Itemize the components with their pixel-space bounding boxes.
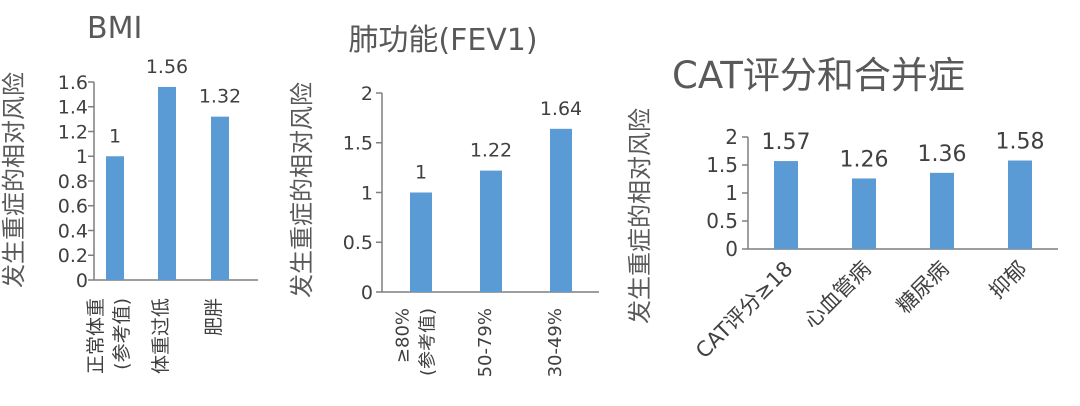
y-tick-label: 1.6 [58, 72, 88, 94]
y-tick-label: 1.5 [706, 153, 738, 177]
y-tick-label: 1.4 [58, 97, 88, 119]
x-tick-label: 正常体重 [85, 298, 107, 374]
y-axis-label: 发生重症的相对风险 [288, 82, 316, 298]
y-tick-label: 0.8 [58, 171, 88, 193]
data-label: 1.58 [996, 130, 1045, 155]
data-label: 1.64 [540, 98, 582, 120]
x-tick-label: 30-49% [545, 308, 566, 377]
x-tick-label: 体重过低 [150, 298, 172, 374]
x-tick-label: (参考值) [111, 298, 133, 370]
y-tick-label: 1 [725, 181, 738, 205]
data-label: 1.22 [470, 140, 512, 162]
bar [550, 128, 572, 292]
y-axis-label: 发生重症的相对风险 [0, 72, 28, 288]
x-tick-label: 50-79% [475, 308, 496, 377]
y-tick-label: 0.4 [58, 220, 88, 242]
bar [774, 161, 798, 249]
x-tick-label: 抑郁 [985, 257, 1032, 304]
y-tick-label: 0 [725, 237, 738, 261]
chart-panel-1: BMI 发生重症的相对风险 0 0.2 0.40.6 0.8 1 1.21.4 1.6 1 正常体重… [0, 11, 258, 374]
bar [1008, 160, 1032, 249]
y-tick-label: 0 [361, 282, 373, 304]
y-tick-label: 0.5 [343, 232, 373, 254]
x-tick-label: CAT评分≥18 [691, 257, 797, 363]
data-label: 1.26 [840, 147, 889, 172]
y-tick-label: 1.2 [58, 121, 88, 143]
y-tick-label: 0 [76, 270, 88, 292]
bar [480, 170, 502, 292]
bar [410, 192, 432, 292]
y-tick-label: 0.5 [706, 209, 738, 233]
y-tick-label: 1.5 [343, 133, 373, 155]
y-tick-label: 1 [76, 146, 88, 168]
x-tick-label: (参考值) [418, 308, 439, 376]
bar [852, 178, 876, 249]
data-label: 1.36 [918, 142, 967, 167]
y-tick-label: 0.6 [58, 196, 88, 218]
data-label: 1.57 [762, 130, 811, 155]
y-tick-label: 2 [361, 83, 373, 105]
x-tick-label: ≥80% [393, 308, 414, 363]
data-label: 1.56 [146, 56, 188, 78]
bar [211, 116, 229, 281]
chart-title: BMI [87, 11, 142, 46]
bar [158, 86, 176, 280]
chart-panel-2: 肺功能(FEV1) 发生重症的相对风险 0 0.5 1 1.5 2 1 ≥80% (参考值) 1.2… [288, 23, 599, 377]
y-tick-label: 0.2 [58, 245, 88, 267]
data-label: 1 [415, 162, 427, 184]
y-tick-label: 1 [361, 182, 373, 204]
y-axis-label: 发生重症的相对风险 [626, 108, 654, 324]
x-tick-label: 心血管病 [799, 257, 875, 333]
x-tick-label: 糖尿病 [892, 257, 954, 319]
data-label: 1.32 [199, 86, 241, 108]
bar [930, 172, 954, 249]
data-label: 1 [109, 125, 121, 147]
bar [106, 156, 124, 280]
chart-title: 肺功能(FEV1) [348, 23, 537, 58]
chart-title: CAT评分和合并症 [672, 54, 965, 97]
x-tick-label: 肥胖 [203, 298, 225, 336]
y-tick-label: 2 [725, 125, 738, 149]
